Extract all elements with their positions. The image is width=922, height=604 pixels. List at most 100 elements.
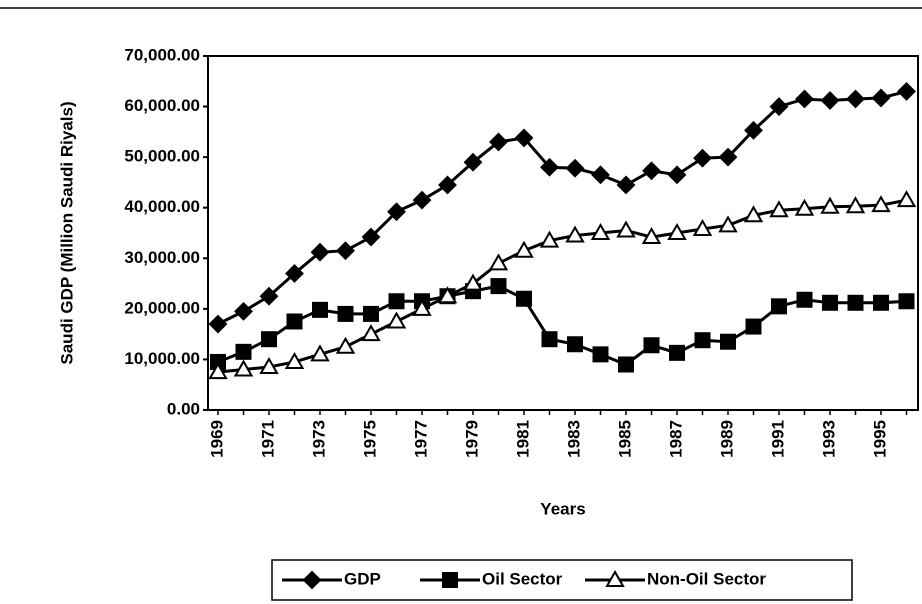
data-point <box>540 157 559 177</box>
legend-marker <box>442 572 458 588</box>
data-point <box>871 195 891 213</box>
data-point <box>744 120 763 140</box>
data-point <box>386 311 407 329</box>
x-tick-label: 1985 <box>615 420 634 458</box>
data-point <box>310 242 330 262</box>
data-point <box>463 152 483 172</box>
data-point <box>871 88 891 108</box>
data-point <box>795 89 814 109</box>
data-point <box>335 336 356 354</box>
data-point <box>896 190 917 208</box>
x-tick-label: 1993 <box>819 420 838 458</box>
data-point <box>616 220 636 238</box>
data-point <box>312 301 328 318</box>
data-point <box>822 294 838 311</box>
data-point <box>771 298 787 315</box>
data-point <box>261 331 277 348</box>
data-point <box>873 294 889 311</box>
x-tick-label: 1991 <box>768 420 787 458</box>
data-point <box>745 318 762 335</box>
x-tick-label: 1983 <box>564 420 583 458</box>
data-point <box>718 215 738 233</box>
data-point <box>669 344 685 361</box>
legend-label: Oil Sector <box>482 569 563 588</box>
legend-marker <box>302 570 322 590</box>
data-point <box>438 175 457 195</box>
data-point <box>693 148 712 168</box>
data-point <box>591 165 610 185</box>
data-point <box>667 165 687 185</box>
x-tick-label: 1975 <box>360 420 379 458</box>
data-point <box>514 240 534 258</box>
data-point <box>514 128 534 148</box>
x-tick-label: 1973 <box>309 420 328 458</box>
data-point <box>743 205 764 223</box>
data-point <box>233 359 254 377</box>
legend-box <box>271 559 853 601</box>
y-tick-label: 20,000.00 <box>124 298 200 317</box>
x-tick-label: 1979 <box>462 420 481 458</box>
data-point <box>769 200 789 218</box>
y-tick-label: 60,000.00 <box>124 96 200 115</box>
y-tick-label: 30,000.00 <box>124 248 200 267</box>
data-point <box>565 158 585 178</box>
data-point <box>337 305 354 322</box>
data-point <box>286 313 303 330</box>
data-point <box>490 278 507 295</box>
data-point <box>718 147 738 167</box>
y-tick-label: 0.00 <box>167 399 200 418</box>
series-line <box>217 89 907 326</box>
x-tick-label: 1977 <box>411 420 430 458</box>
x-tick-label: 1971 <box>258 420 277 458</box>
data-point <box>796 291 813 308</box>
data-point <box>488 253 509 271</box>
x-tick-label: 1981 <box>513 420 532 458</box>
data-point <box>590 222 611 240</box>
data-point <box>616 175 636 195</box>
x-tick-label: 1995 <box>870 420 889 458</box>
data-point <box>412 298 432 316</box>
data-point <box>794 198 815 216</box>
data-point <box>284 351 305 369</box>
data-point <box>208 314 228 334</box>
data-point <box>361 227 381 247</box>
y-tick-label: 50,000.00 <box>124 147 200 166</box>
data-point <box>641 227 662 245</box>
x-tick-label: 1969 <box>207 420 226 458</box>
plot-area <box>207 55 919 411</box>
series-line <box>217 284 907 367</box>
data-point <box>618 356 634 373</box>
data-point <box>567 336 583 353</box>
data-point <box>234 301 253 321</box>
data-point <box>847 294 864 311</box>
data-point <box>489 132 508 152</box>
legend-label: Non-Oil Sector <box>647 569 766 588</box>
data-point <box>820 196 840 214</box>
data-point <box>363 305 379 322</box>
data-point <box>642 161 661 181</box>
data-point <box>769 97 789 116</box>
data-point <box>437 286 458 304</box>
x-tick-label: 1989 <box>717 420 736 458</box>
y-tick-label: 40,000.00 <box>124 197 200 216</box>
data-point <box>720 333 736 350</box>
data-point <box>388 293 405 310</box>
data-point <box>310 344 330 362</box>
data-point <box>208 362 228 380</box>
data-point <box>820 91 840 110</box>
data-point <box>361 324 381 342</box>
data-point <box>259 356 279 375</box>
data-point <box>285 264 304 283</box>
data-point <box>643 337 660 354</box>
data-point <box>592 346 609 363</box>
x-tick-label: 1987 <box>666 420 685 458</box>
series-line <box>217 198 907 374</box>
y-tick-label: 10,000.00 <box>124 349 200 368</box>
data-point <box>336 241 355 261</box>
legend-label: GDP <box>344 569 381 588</box>
data-point <box>846 89 865 109</box>
data-point <box>694 332 711 349</box>
x-axis-title: Years <box>540 499 585 518</box>
y-tick-label: 70,000.00 <box>124 45 200 64</box>
